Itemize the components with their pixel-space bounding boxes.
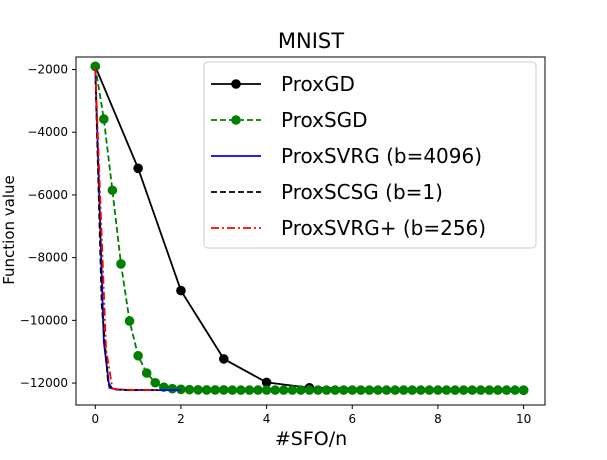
data-point	[133, 350, 143, 361]
data-point	[356, 385, 366, 395]
data-point	[441, 385, 452, 395]
legend-marker	[231, 79, 241, 89]
legend-label: ProxSGD	[281, 108, 368, 132]
x-tick-label: 10	[516, 412, 531, 426]
y-axis-label: Function value	[0, 175, 18, 285]
x-tick-label: 8	[434, 412, 442, 426]
data-point	[193, 384, 203, 395]
chart-title: MNIST	[278, 29, 344, 53]
data-point	[390, 385, 400, 395]
data-point	[313, 385, 323, 395]
legend-label: ProxSCSG (b=1)	[281, 180, 443, 204]
ticks-layer: 0 2 4 6 8 10 −2000 −4000 −6000 −8000 −10000 −12000	[20, 63, 531, 426]
series-4	[94, 67, 160, 392]
data-point	[518, 385, 529, 395]
data-point	[347, 385, 358, 395]
data-point	[458, 385, 469, 395]
data-point	[99, 114, 109, 124]
data-point	[227, 385, 238, 395]
legend-entry: ProxSVRG+ (b=256)	[211, 216, 486, 240]
legend-entry: ProxGD	[211, 72, 355, 96]
y-tick-label: −2000	[27, 63, 68, 77]
data-point	[475, 385, 486, 395]
data-point	[210, 385, 221, 395]
data-point	[364, 385, 375, 395]
data-point	[304, 385, 315, 395]
legend-label: ProxGD	[281, 72, 355, 96]
series-1	[90, 61, 529, 395]
data-point	[278, 385, 289, 395]
data-point	[338, 385, 349, 395]
x-tick-label: 4	[263, 412, 271, 426]
data-point	[450, 385, 460, 395]
legend-entry: ProxSCSG (b=1)	[211, 180, 443, 204]
data-point	[373, 385, 383, 395]
y-tick-label: −12000	[20, 376, 68, 390]
legend-box	[203, 61, 537, 249]
data-point	[124, 316, 135, 326]
data-point	[287, 385, 298, 395]
x-axis-label: #SFO/n	[275, 428, 347, 450]
data-point	[398, 385, 409, 395]
plot-frame	[75, 56, 546, 406]
data-point	[493, 385, 503, 395]
series-layer	[90, 61, 529, 396]
data-point	[201, 385, 212, 395]
y-tick-label: −4000	[27, 125, 68, 139]
data-point	[253, 385, 263, 395]
data-point	[484, 385, 495, 395]
x-tick-label: 2	[177, 412, 185, 426]
data-point	[107, 185, 118, 196]
legend-entry: ProxSGD	[211, 108, 368, 132]
data-point	[296, 385, 306, 395]
x-tick-label: 0	[91, 412, 99, 426]
data-point	[116, 259, 126, 269]
data-point	[184, 384, 195, 395]
data-point	[407, 385, 418, 395]
data-point	[321, 385, 332, 395]
data-point	[270, 385, 280, 395]
legend: ProxGD ProxSGD ProxSVRG (b=4096) ProxSCSG (…	[203, 61, 537, 249]
legend-label: ProxSVRG+ (b=256)	[281, 216, 486, 240]
legend-label: ProxSVRG (b=4096)	[281, 144, 482, 168]
data-point	[424, 385, 435, 395]
series-line	[94, 67, 160, 392]
data-point	[176, 285, 186, 296]
data-point	[133, 163, 143, 174]
data-point	[415, 385, 426, 395]
data-point	[330, 385, 340, 395]
y-tick-label: −8000	[27, 251, 68, 265]
data-point	[150, 377, 161, 388]
series-3	[94, 69, 160, 392]
data-point	[381, 385, 392, 395]
data-point	[167, 383, 178, 394]
series-line	[94, 69, 160, 392]
data-point	[141, 368, 152, 378]
data-point	[244, 385, 255, 395]
data-point	[510, 385, 520, 395]
data-point	[501, 385, 512, 395]
x-tick-label: 6	[348, 412, 356, 426]
data-point	[261, 385, 272, 395]
data-point	[433, 385, 443, 395]
data-point	[467, 385, 477, 395]
data-point	[236, 385, 246, 395]
y-tick-label: −10000	[20, 313, 68, 327]
legend-entry: ProxSVRG (b=4096)	[211, 144, 482, 168]
data-point	[218, 354, 229, 364]
data-point	[218, 385, 229, 395]
y-tick-label: −6000	[27, 188, 68, 202]
legend-marker	[231, 115, 241, 125]
